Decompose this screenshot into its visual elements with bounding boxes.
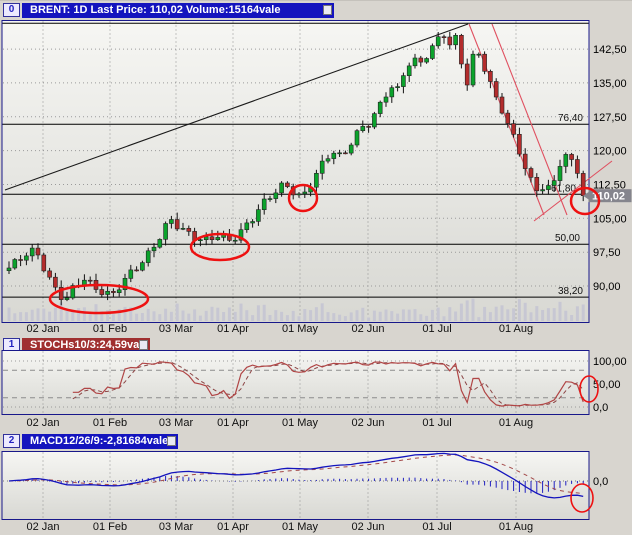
main-title: BRENT: 1D Last Price: 110,02 Volume:1516… [30, 4, 281, 16]
stoch-title-bar[interactable]: STOCHs10/3:24,59vale [22, 338, 150, 353]
month-label: 02 Jun [351, 323, 385, 335]
svg-text:50,00: 50,00 [555, 233, 580, 244]
month-label: 01 Feb [92, 521, 128, 533]
month-label: 01 Aug [498, 323, 534, 335]
month-label: 02 Jun [351, 417, 385, 429]
titlebar-notch[interactable] [139, 340, 148, 350]
macd-title-row: 2 MACD12/26/9:-2,81684vale [0, 434, 178, 449]
main-title-bar[interactable]: BRENT: 1D Last Price: 110,02 Volume:1516… [22, 3, 334, 18]
titlebar-notch[interactable] [167, 436, 176, 446]
month-label: 02 Jan [26, 323, 60, 335]
svg-text:0,0: 0,0 [593, 402, 608, 414]
stoch-chart[interactable]: 100,00 50,00 0,0 [0, 350, 632, 416]
svg-text:105,00: 105,00 [593, 213, 627, 225]
stoch-title: STOCHs10/3:24,59vale [30, 339, 149, 351]
svg-text:38,20: 38,20 [558, 286, 583, 297]
month-label: 01 Feb [92, 417, 128, 429]
stoch-x-axis: 02 Jan 01 Feb 03 Mar 01 Apr 01 May 02 Jun 01 J… [0, 417, 632, 430]
main-chart[interactable]: 76,40 61,80 50,00 38,20 142,50 135,00 127,50 12… [0, 20, 632, 324]
svg-text:142,50: 142,50 [593, 44, 627, 56]
month-label: 01 Apr [217, 323, 249, 335]
month-label: 01 Apr [217, 521, 249, 533]
svg-text:76,40: 76,40 [558, 113, 583, 124]
svg-text:112,50: 112,50 [593, 180, 626, 192]
main-x-axis: 02 Jan 01 Feb 03 Mar 01 Apr 01 May 02 Jun 01 J… [0, 323, 632, 336]
month-label: 01 Jul [422, 521, 452, 533]
svg-text:97,50: 97,50 [593, 247, 621, 259]
macd-title: MACD12/26/9:-2,81684vale [30, 435, 169, 447]
titlebar-notch[interactable] [323, 5, 332, 15]
month-label: 03 Mar [158, 521, 194, 533]
month-label: 01 Jul [422, 323, 452, 335]
month-label: 01 May [281, 521, 319, 533]
svg-text:90,00: 90,00 [593, 281, 621, 293]
svg-text:110,02: 110,02 [592, 191, 625, 203]
month-label: 01 Feb [92, 323, 128, 335]
svg-text:50,00: 50,00 [593, 379, 621, 391]
month-label: 01 May [281, 323, 319, 335]
month-label: 01 Apr [217, 417, 249, 429]
month-label: 02 Jan [26, 417, 60, 429]
month-label: 01 Aug [498, 521, 534, 533]
month-label: 02 Jun [351, 521, 385, 533]
svg-text:0,0: 0,0 [593, 476, 608, 488]
svg-text:120,00: 120,00 [593, 146, 627, 158]
svg-text:100,00: 100,00 [593, 356, 627, 368]
macd-chart[interactable]: 0,0 [0, 451, 632, 520]
month-label: 02 Jan [26, 521, 60, 533]
month-label: 01 Aug [498, 417, 534, 429]
svg-text:61,80: 61,80 [551, 183, 576, 194]
svg-text:135,00: 135,00 [593, 78, 627, 90]
main-title-row: 0 BRENT: 1D Last Price: 110,02 Volume:15… [0, 3, 334, 18]
svg-text:127,50: 127,50 [593, 112, 627, 124]
month-label: 01 Jul [422, 417, 452, 429]
macd-x-axis: 02 Jan 01 Feb 03 Mar 01 Apr 01 May 02 Jun 01 J… [0, 521, 632, 534]
macd-panel-badge[interactable]: 2 [3, 434, 20, 448]
macd-title-bar[interactable]: MACD12/26/9:-2,81684vale [22, 434, 178, 449]
month-label: 03 Mar [158, 323, 194, 335]
month-label: 03 Mar [158, 417, 194, 429]
month-label: 01 May [281, 417, 319, 429]
stoch-title-row: 1 STOCHs10/3:24,59vale [0, 338, 150, 353]
main-panel-badge[interactable]: 0 [3, 3, 20, 17]
